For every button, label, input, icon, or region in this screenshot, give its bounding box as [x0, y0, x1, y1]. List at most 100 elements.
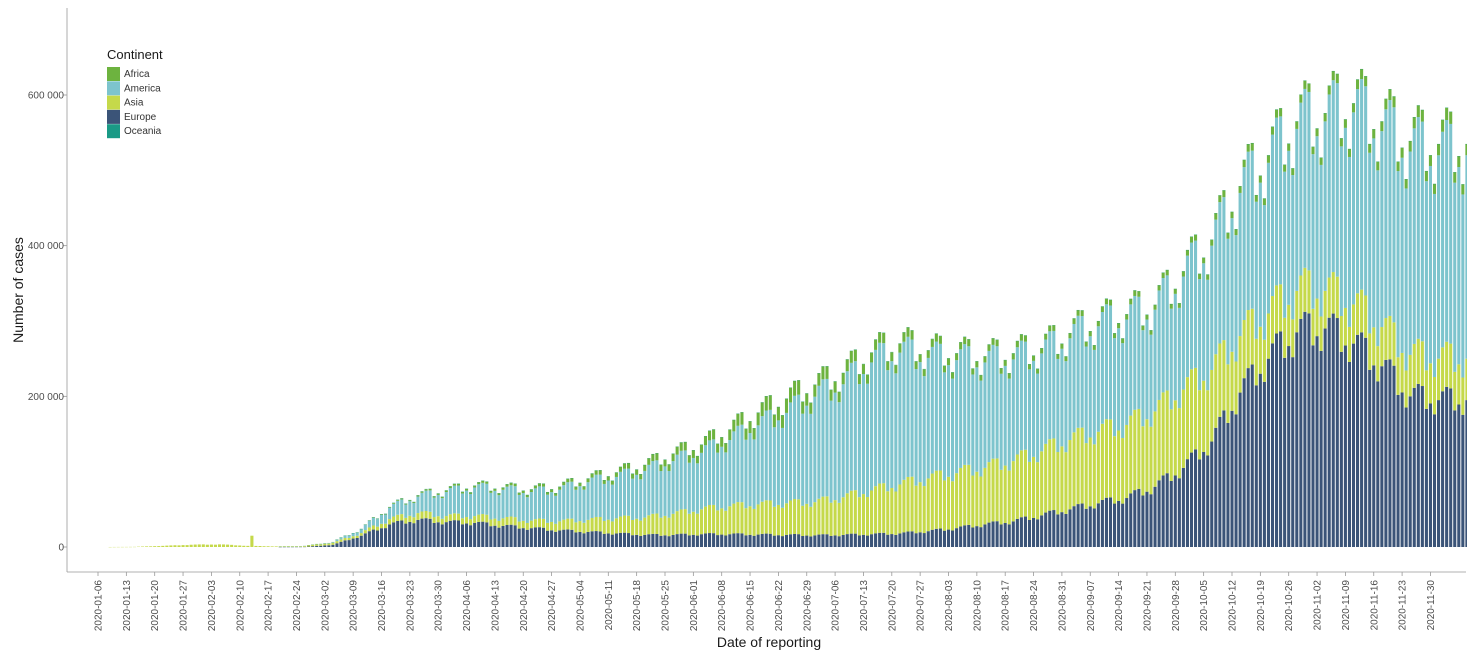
bar-america	[1254, 201, 1258, 339]
bar-america	[1291, 175, 1295, 320]
bar-africa	[1461, 184, 1465, 195]
bar-europe	[1283, 357, 1287, 547]
bar-america	[922, 376, 926, 487]
bar-america	[400, 499, 404, 515]
bar-america	[501, 489, 505, 519]
bar-africa	[1210, 239, 1214, 246]
bar-africa	[1351, 103, 1356, 113]
bar-america	[979, 380, 983, 477]
bar-europe	[784, 534, 789, 547]
bar-africa	[752, 428, 756, 440]
bar-europe	[975, 526, 979, 547]
bar-europe	[1011, 521, 1015, 547]
bar-africa	[1202, 257, 1206, 264]
bar-america	[691, 457, 695, 512]
bar-america	[1441, 131, 1445, 348]
y-tick-label: 0	[58, 543, 64, 554]
bar-asia	[627, 515, 631, 534]
x-tick-label: 2020-01-20	[150, 580, 161, 632]
bar-europe	[946, 529, 951, 547]
bar-asia	[1465, 358, 1467, 401]
bar-europe	[740, 533, 744, 547]
bar-asia	[906, 476, 910, 532]
bar-europe	[1376, 381, 1380, 547]
bar-asia	[205, 544, 209, 547]
bar-europe	[849, 533, 853, 547]
bar-europe	[1408, 396, 1412, 547]
bar-africa	[995, 339, 999, 347]
bar-asia	[424, 510, 428, 519]
bar-africa	[1161, 272, 1165, 279]
bar-asia	[651, 513, 655, 534]
bar-asia	[1003, 465, 1007, 523]
bar-africa	[558, 486, 562, 490]
bar-asia	[1368, 333, 1372, 370]
bar-asia	[1315, 298, 1319, 337]
x-tick-label: 2020-07-27	[916, 580, 927, 632]
bar-africa	[1420, 109, 1424, 122]
bar-europe	[1339, 351, 1343, 547]
bar-asia	[1161, 392, 1165, 476]
bar-africa	[1032, 355, 1036, 361]
bar-africa	[465, 488, 469, 491]
bar-asia	[631, 519, 635, 536]
bar-america	[793, 395, 797, 500]
x-tick-label: 2020-11-23	[1398, 580, 1409, 631]
bar-europe	[1092, 508, 1096, 547]
bar-africa	[675, 446, 679, 455]
bar-africa	[1137, 291, 1141, 297]
bar-america	[1372, 138, 1376, 328]
bar-asia	[1270, 296, 1275, 344]
bar-asia	[213, 544, 217, 547]
bar-america	[934, 341, 938, 471]
bar-america	[748, 433, 752, 507]
bar-america	[699, 452, 703, 510]
x-tick-label: 2020-01-06	[94, 580, 105, 632]
bar-asia	[1206, 390, 1210, 456]
bar-europe	[768, 533, 772, 547]
bar-asia	[1461, 377, 1465, 415]
bar-europe	[780, 536, 784, 547]
bar-america	[1331, 80, 1335, 273]
bar-africa	[1262, 198, 1266, 206]
bar-europe	[610, 534, 614, 547]
legend-swatch-america	[107, 81, 120, 96]
bar-asia	[724, 510, 728, 536]
bar-asia	[1437, 358, 1441, 401]
legend-label-europe: Europe	[124, 112, 157, 123]
bar-europe	[1364, 337, 1368, 547]
bar-europe	[1428, 403, 1432, 547]
bar-america	[1023, 341, 1027, 450]
bar-africa	[1457, 156, 1461, 168]
bar-africa	[728, 429, 732, 441]
bar-asia	[756, 504, 760, 535]
bar-america	[546, 494, 550, 523]
bar-europe	[1206, 455, 1210, 547]
bar-america	[1432, 193, 1437, 378]
bar-america	[355, 532, 359, 536]
bar-america	[525, 497, 529, 523]
bar-asia	[355, 535, 359, 538]
bar-africa	[1424, 170, 1428, 182]
bar-asia	[667, 517, 671, 537]
bar-africa	[776, 406, 780, 421]
bar-america	[1117, 328, 1121, 431]
x-tick-label: 2020-09-14	[1114, 580, 1125, 632]
bar-europe	[1060, 512, 1064, 547]
bar-africa	[1465, 143, 1467, 156]
bar-asia	[1100, 423, 1104, 500]
bar-america	[424, 490, 428, 511]
bar-europe	[1181, 467, 1185, 547]
bar-asia	[335, 541, 339, 544]
bar-asia	[371, 525, 375, 530]
bar-africa	[902, 332, 906, 342]
bar-africa	[874, 339, 878, 350]
bar-asia	[922, 486, 926, 534]
bar-asia	[1032, 456, 1036, 518]
bar-africa	[772, 414, 776, 428]
bar-africa	[586, 478, 590, 483]
bar-africa	[546, 492, 550, 495]
bar-asia	[1088, 437, 1092, 507]
bar-asia	[752, 508, 756, 536]
bar-africa	[509, 482, 513, 486]
